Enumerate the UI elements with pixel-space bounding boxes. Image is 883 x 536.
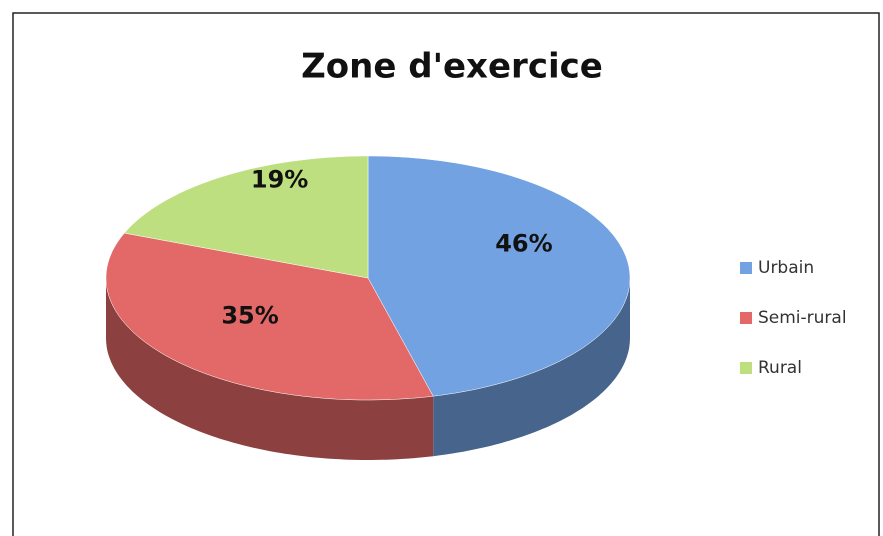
- pie-slice-side: [433, 278, 630, 457]
- legend-swatch: [740, 262, 752, 274]
- pie-slice: [367, 155, 631, 397]
- chart-title: Zone d'exercice: [301, 47, 603, 87]
- pie-slice-side: [106, 278, 434, 460]
- legend-label: Semi-rural: [758, 308, 847, 328]
- data-label: 46%: [495, 230, 552, 258]
- pie-slice: [123, 155, 369, 279]
- chart-frame: [12, 12, 880, 536]
- data-label: 35%: [221, 302, 278, 330]
- legend-swatch: [740, 362, 752, 374]
- pie-slice: [105, 232, 434, 401]
- legend-label: Urbain: [758, 258, 814, 278]
- data-label: 19%: [251, 165, 308, 193]
- legend-swatch: [740, 312, 752, 324]
- legend-label: Rural: [758, 358, 802, 378]
